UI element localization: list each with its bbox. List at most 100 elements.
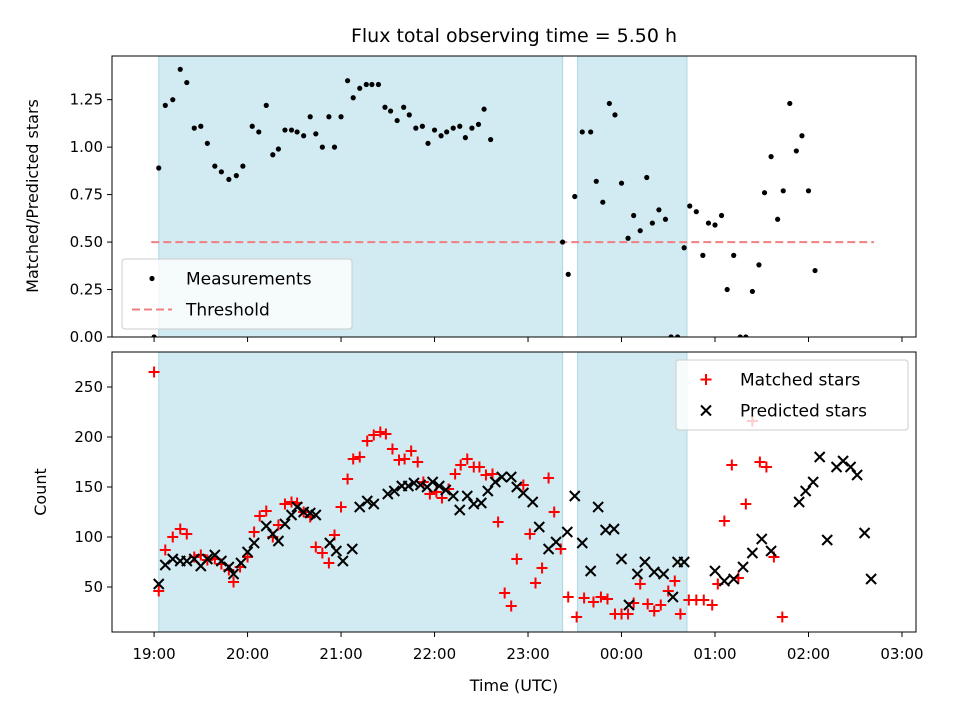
measurement-point: [307, 114, 313, 120]
x-tick-label: 01:00: [693, 645, 736, 663]
ratio-y-axis-label: Matched/Predicted stars: [23, 99, 42, 293]
matched-star-point: [461, 453, 473, 465]
measurement-point: [425, 140, 431, 146]
predicted-star-point: [324, 537, 336, 549]
measurement-point: [737, 334, 743, 337]
matched-star-point: [486, 468, 498, 480]
predicted-star-point: [517, 487, 530, 499]
legend-marker-predicted: [700, 404, 712, 417]
measurement-point: [438, 133, 444, 139]
y-tick-label: 250: [74, 378, 103, 396]
predicted-star-point: [159, 559, 171, 571]
matched-star-point: [386, 443, 398, 455]
matched-star-point: [499, 587, 511, 599]
measurement-point: [282, 127, 288, 133]
predicted-star-point: [657, 568, 670, 580]
x-tick-label: 23:00: [506, 645, 549, 663]
matched-star-point: [399, 453, 411, 465]
matched-star-point: [543, 472, 555, 484]
matched-star-point: [335, 501, 347, 513]
measurement-point: [382, 104, 388, 110]
predicted-star-point: [584, 565, 597, 577]
measurement-point: [331, 144, 338, 150]
predicted-star-point: [408, 477, 420, 489]
observing-interval-2: [577, 351, 688, 633]
count-y-axis-label: Count: [31, 468, 50, 516]
predicted-star-point: [756, 533, 768, 545]
matched-star-point: [505, 600, 517, 612]
measurement-point: [177, 66, 183, 72]
matched-star-point: [254, 510, 266, 522]
predicted-star-point: [227, 568, 240, 580]
predicted-star-point: [709, 565, 721, 577]
predicted-star-point: [837, 455, 849, 467]
predicted-star-point: [482, 485, 494, 497]
predicted-star-point: [285, 509, 298, 521]
matched-star-point: [260, 505, 272, 517]
measurement-point: [625, 235, 631, 241]
y-tick-label: 0.50: [70, 233, 103, 251]
predicted-star-point: [526, 496, 539, 508]
measurement-point: [249, 123, 255, 129]
observing-interval-1: [158, 351, 564, 633]
matched-star-point: [548, 506, 560, 518]
measurement-point: [338, 114, 344, 120]
x-tick-label: 22:00: [413, 645, 456, 663]
x-tick-label: 03:00: [880, 645, 923, 663]
predicted-star-point: [505, 471, 517, 483]
measurement-point: [761, 190, 768, 196]
matched-star-point: [361, 435, 373, 447]
measurement-point: [681, 245, 687, 251]
matched-star-point: [248, 526, 260, 538]
ratio-marks: [151, 66, 818, 337]
matched-star-point: [718, 515, 730, 527]
x-tick-label: 19:00: [132, 645, 175, 663]
x-axis-label: Time (UTC): [469, 676, 558, 695]
measurements-series: [151, 66, 818, 337]
measurement-point: [481, 106, 487, 112]
matched-star-point: [323, 557, 335, 569]
chart-title: Flux total observing time = 5.50 h: [351, 25, 677, 47]
measurement-point: [606, 100, 612, 107]
predicted-star-point: [272, 535, 285, 547]
predicted-star-point: [561, 526, 573, 538]
measurement-point: [560, 239, 566, 245]
matched-star-point: [412, 456, 424, 468]
predicted-star-point: [235, 557, 247, 569]
matched-star-point: [380, 428, 392, 440]
measurement-point: [712, 222, 718, 228]
measurement-point: [780, 188, 786, 194]
measurement-point: [462, 135, 468, 141]
measurement-point: [218, 169, 224, 175]
measurement-point: [457, 123, 463, 129]
matched-star-point: [648, 605, 660, 617]
predicted-star-point: [737, 561, 749, 573]
measurement-point: [226, 176, 232, 183]
ratio-axes-frame: [111, 55, 917, 338]
predicted-star-point: [402, 480, 415, 492]
measurement-point: [662, 216, 669, 222]
measurement-point: [270, 152, 276, 158]
predicted-star-point: [821, 534, 833, 546]
matched-star-point: [473, 461, 485, 473]
count-panel: 50 100 150 200 250 19:00 20:00 21:00 22:00 23:00 0…: [74, 351, 924, 663]
measurement-point: [705, 220, 712, 226]
measurement-point: [687, 203, 693, 209]
predicted-star-point: [489, 476, 502, 488]
predicted-star-point: [337, 555, 349, 567]
predicted-star-point: [667, 591, 679, 603]
measurement-point: [743, 334, 749, 337]
measurement-point: [326, 114, 332, 120]
measurement-point: [375, 81, 382, 88]
measurement-point: [793, 148, 799, 154]
predicted-star-point: [765, 545, 777, 557]
measurement-point: [294, 129, 300, 135]
measurement-point: [369, 81, 375, 88]
measurement-point: [288, 127, 295, 133]
counts-legend: Matched stars Predicted stars: [675, 359, 909, 431]
predicted-stars-series: [153, 451, 877, 611]
matched-star-point: [587, 596, 599, 608]
matched-star-point: [174, 523, 186, 535]
y-tick-label: 200: [74, 428, 103, 446]
measurement-point: [612, 112, 618, 118]
